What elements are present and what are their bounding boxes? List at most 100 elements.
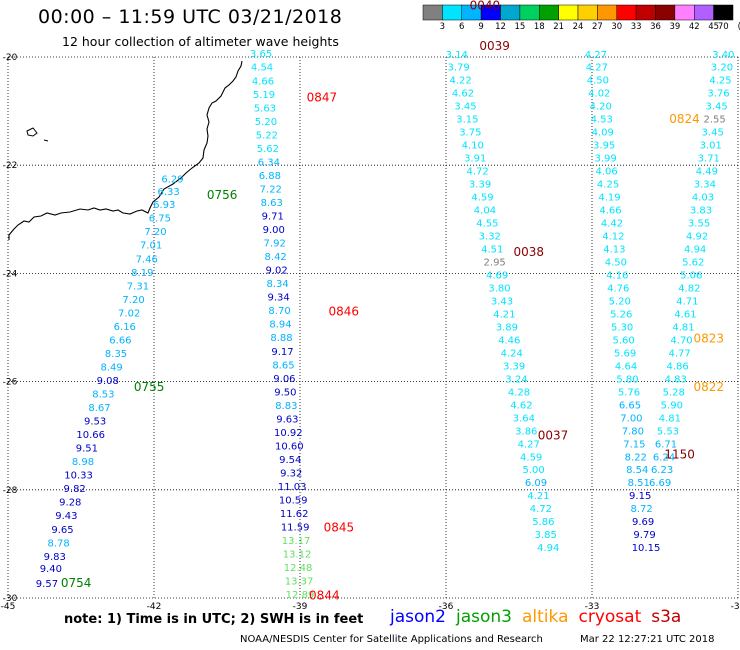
colorbar bbox=[422, 4, 734, 21]
swh-value-altika: 4.27 bbox=[585, 50, 607, 61]
swh-value-altika: 8.54 bbox=[626, 465, 648, 476]
pass-time-labels: 0754 0755 0756 0844 0845 0846 0847 0037 0038 0039… bbox=[61, 0, 725, 602]
swh-value-jason2: 9.17 bbox=[271, 347, 293, 358]
swh-value-jason2: 8.83 bbox=[275, 401, 297, 412]
swh-value-s3a: 3.40 bbox=[712, 50, 734, 61]
swh-value-altika: 9.69 bbox=[632, 517, 654, 528]
swh-value-cryosat: 4.59 bbox=[520, 452, 542, 463]
swh-value-jason2: 11.59 bbox=[281, 523, 310, 534]
swh-value-cryosat: 4.72 bbox=[467, 167, 489, 178]
coastline bbox=[8, 60, 243, 240]
swh-value-jason2: 8.65 bbox=[272, 360, 294, 371]
swh-value-s3a: 5.06 bbox=[680, 270, 702, 281]
swh-value-jason2: 10.59 bbox=[279, 496, 308, 507]
swh-value-s3a: 4.77 bbox=[668, 348, 690, 359]
swh-value-jason3: 10.33 bbox=[64, 471, 93, 482]
y-tick-label: -30 bbox=[3, 594, 18, 604]
swh-value-altika: 4.27 bbox=[586, 63, 608, 74]
pass-time-label: 0822 bbox=[694, 380, 725, 394]
swh-value-jason2: 9.32 bbox=[280, 468, 302, 479]
swh-value-jason2: 11.62 bbox=[280, 509, 309, 520]
chart-subtitle: 12 hour collection of altimeter wave hei… bbox=[62, 34, 339, 49]
swh-value-jason3: 8.49 bbox=[101, 362, 123, 373]
swh-value-cryosat: 3.89 bbox=[496, 322, 518, 333]
pass-time-label: 0824 bbox=[669, 112, 700, 126]
swh-value-altika: 4.42 bbox=[601, 219, 623, 230]
swh-value-altika: 7.80 bbox=[622, 426, 644, 437]
swh-value-s3a: 3.20 bbox=[711, 63, 733, 74]
swh-value-cryosat: 5.86 bbox=[532, 517, 554, 528]
swh-value-jason2: 8.34 bbox=[266, 279, 288, 290]
swh-value-jason2: 6.88 bbox=[259, 171, 281, 182]
swh-value-cryosat: 3.85 bbox=[535, 530, 557, 541]
pass-time-label: 1150 bbox=[664, 448, 695, 462]
swh-value-s3a: 5.90 bbox=[661, 400, 683, 411]
colorbar-tick-label: 9 bbox=[478, 22, 484, 32]
swh-value-jason3: 9.57 bbox=[36, 579, 58, 590]
swh-value-cryosat: 4.51 bbox=[481, 245, 503, 256]
swh-value-s3a: 4.92 bbox=[686, 232, 708, 243]
swh-value-jason2: 3.65 bbox=[250, 49, 272, 60]
swh-value-s3a: 3.01 bbox=[700, 141, 722, 152]
map-grid bbox=[7, 56, 739, 599]
swh-value-cryosat: 4.21 bbox=[493, 309, 515, 320]
colorbar-tick-label: 18 bbox=[533, 22, 545, 32]
swh-value-jason2: 9.02 bbox=[266, 266, 288, 277]
swh-value-s3a: 6.69 bbox=[649, 478, 671, 489]
swh-value-jason3: 7.20 bbox=[144, 227, 166, 238]
colorbar-tick-label: 45 bbox=[708, 22, 720, 32]
swh-value-s3a: 4.81 bbox=[672, 322, 694, 333]
swh-value-s3a: 2.55 bbox=[704, 115, 726, 126]
pass-time-label: 0823 bbox=[694, 331, 725, 345]
swh-value-s3a: 4.71 bbox=[676, 296, 698, 307]
swh-value-altika: 8.22 bbox=[625, 452, 647, 463]
swh-value-altika: 4.16 bbox=[606, 270, 628, 281]
swh-value-altika: 3.99 bbox=[594, 154, 616, 165]
swh-value-altika: 6.65 bbox=[619, 400, 641, 411]
colorbar-tick-label: 42 bbox=[688, 22, 700, 32]
swh-value-cryosat: 3.64 bbox=[513, 413, 535, 424]
colorbar-unit: (ft) bbox=[738, 22, 740, 32]
swh-value-cryosat: 3.45 bbox=[454, 102, 476, 113]
swh-value-altika: 4.09 bbox=[592, 128, 614, 139]
swh-value-jason2: 13.12 bbox=[283, 550, 312, 561]
swh-value-jason3: 9.82 bbox=[64, 484, 86, 495]
swh-value-cryosat: 4.46 bbox=[498, 335, 520, 346]
satellite-legend: jason2 jason3 altika cryosat s3a bbox=[390, 607, 691, 627]
x-tick-label: -30 bbox=[731, 602, 740, 612]
swh-value-altika: 5.60 bbox=[613, 335, 635, 346]
swh-value-jason3: 8.35 bbox=[105, 349, 127, 360]
swh-value-cryosat: 5.00 bbox=[522, 465, 544, 476]
y-tick-labels: -20 -22 -24 -26 -28 -30 bbox=[3, 53, 18, 604]
swh-value-jason3: 9.43 bbox=[55, 511, 77, 522]
swh-value-altika: 4.50 bbox=[587, 76, 609, 87]
swh-value-s3a: 6.24 bbox=[653, 452, 675, 463]
swh-value-jason2: 9.63 bbox=[276, 414, 298, 425]
swh-value-cryosat: 4.24 bbox=[501, 348, 523, 359]
pass-time-label: 0847 bbox=[307, 91, 338, 105]
swh-value-s3a: 3.83 bbox=[690, 206, 712, 217]
swh-value-jason2: 5.19 bbox=[253, 90, 275, 101]
swh-value-cryosat: 3.79 bbox=[448, 63, 470, 74]
swh-value-jason3: 7.02 bbox=[118, 308, 140, 319]
swh-value-cryosat: 4.28 bbox=[508, 387, 530, 398]
legend-altika: altika bbox=[522, 607, 569, 627]
swh-value-jason2: 9.34 bbox=[267, 293, 289, 304]
pass-time-label: 0756 bbox=[207, 188, 238, 202]
swh-value-altika: 4.13 bbox=[603, 245, 625, 256]
swh-value-altika: 4.19 bbox=[598, 193, 620, 204]
swh-value-cryosat: 3.86 bbox=[515, 426, 537, 437]
swh-value-cryosat: 3.75 bbox=[459, 128, 481, 139]
colorbar-tick-label: 21 bbox=[553, 22, 565, 32]
swh-value-jason3: 7.20 bbox=[122, 295, 144, 306]
footer-note: note: 1) Time is in UTC; 2) SWH is in fe… bbox=[64, 612, 364, 627]
legend-cryosat: cryosat bbox=[578, 607, 642, 627]
swh-value-jason3: 7.01 bbox=[140, 241, 162, 252]
swh-value-cryosat: 4.59 bbox=[471, 193, 493, 204]
swh-value-s3a: 4.94 bbox=[684, 245, 706, 256]
pass-time-label: 0755 bbox=[134, 380, 165, 394]
swh-value-s3a: 5.53 bbox=[657, 426, 679, 437]
swh-value-cryosat: 3.24 bbox=[505, 374, 527, 385]
swh-value-cryosat: 4.10 bbox=[462, 141, 484, 152]
